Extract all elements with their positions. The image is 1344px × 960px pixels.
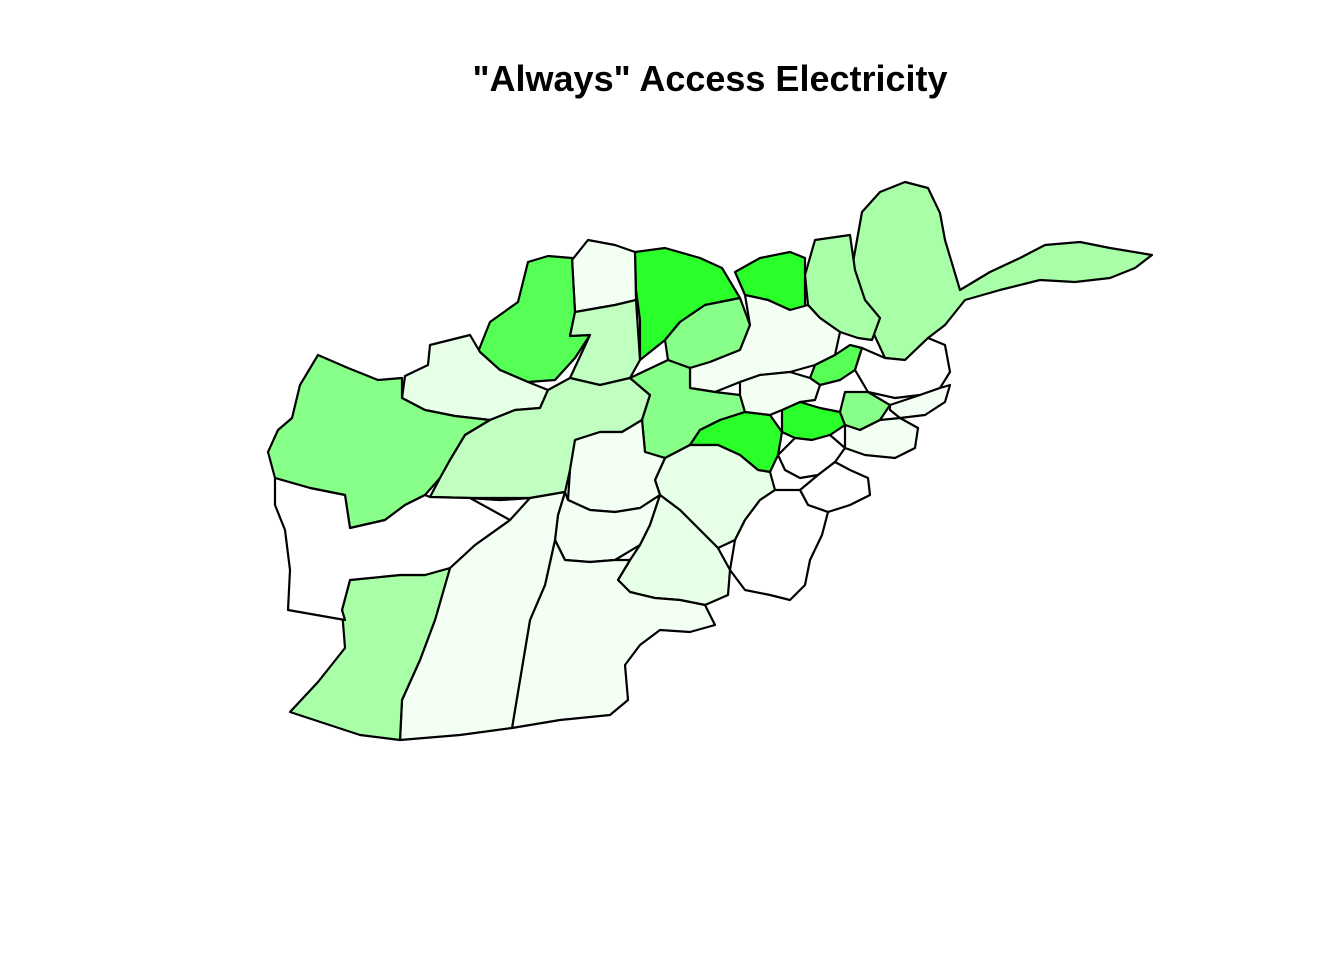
province-nuristan[interactable] xyxy=(853,336,952,400)
province-takhar[interactable] xyxy=(803,233,882,342)
province-logar[interactable] xyxy=(776,433,847,480)
province-badakhshan[interactable] xyxy=(850,180,1154,362)
province-nangarhar[interactable] xyxy=(843,416,920,460)
map-title: "Always" Access Electricity xyxy=(472,58,948,99)
province-kapisa[interactable] xyxy=(780,400,847,442)
province-paktika[interactable] xyxy=(728,488,830,602)
province-kabul[interactable] xyxy=(738,370,822,417)
province-kunar[interactable] xyxy=(888,383,952,420)
province-farah[interactable] xyxy=(273,476,512,622)
province-faryab[interactable] xyxy=(476,254,592,384)
